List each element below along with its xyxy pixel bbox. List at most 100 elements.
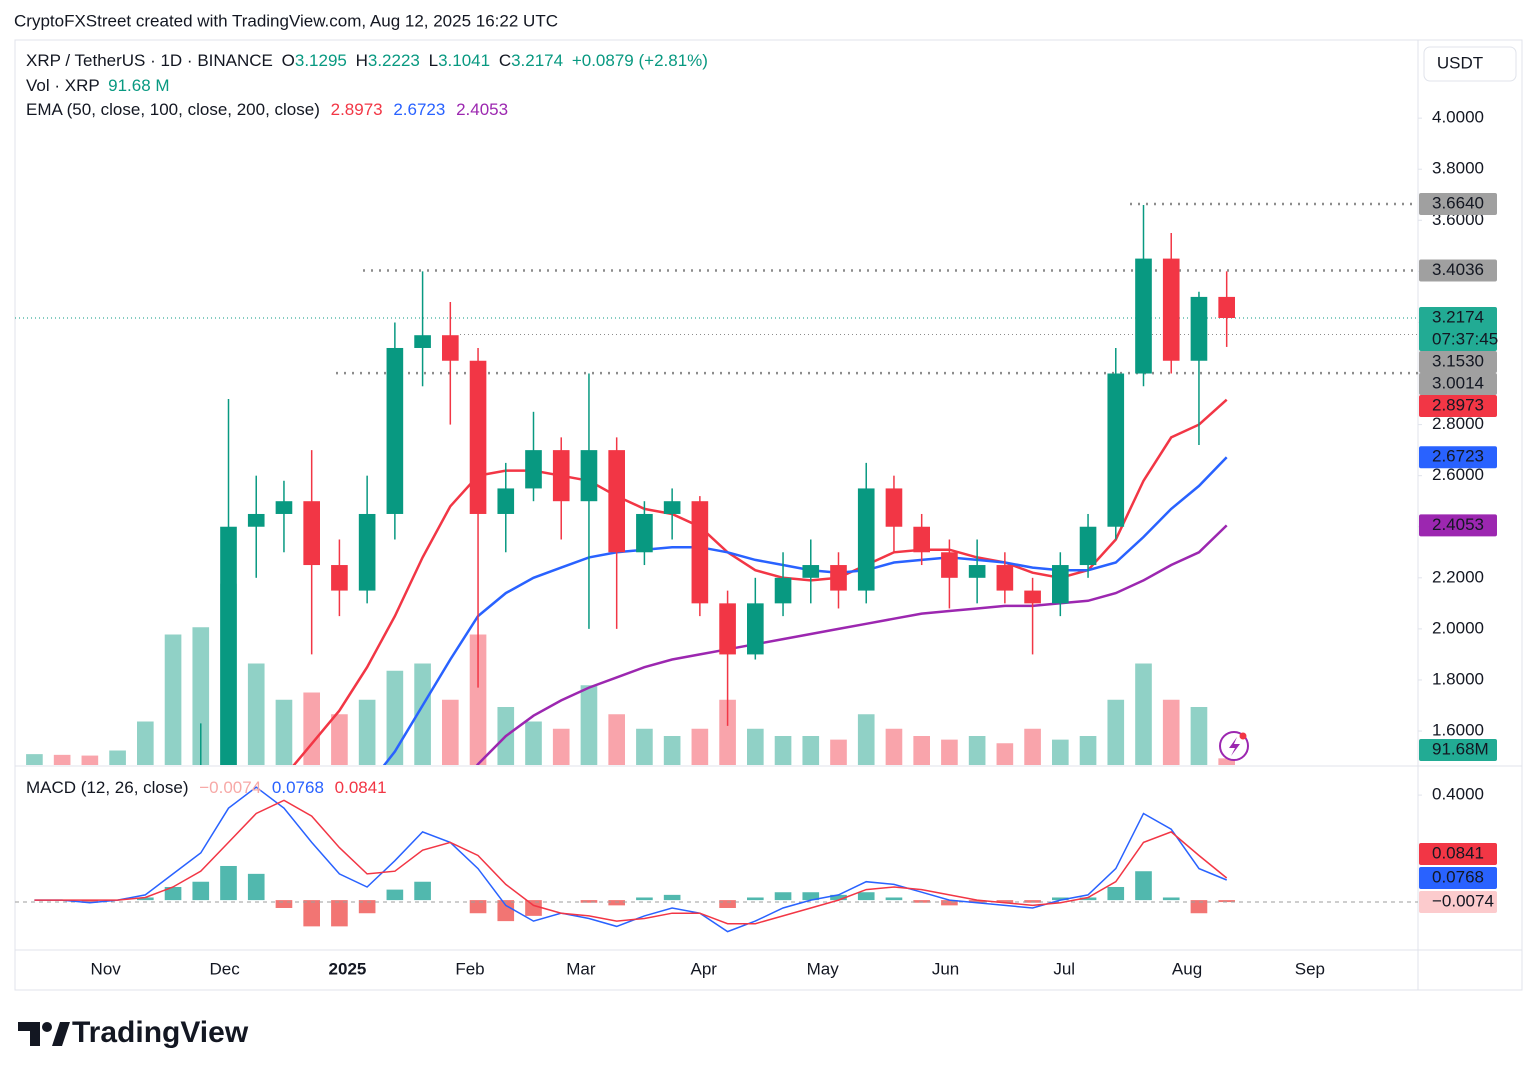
x-tick-label: Apr bbox=[691, 959, 718, 978]
histogram-bar bbox=[1162, 897, 1180, 901]
histogram-bar bbox=[192, 881, 210, 901]
symbol: XRP / TetherUS · 1D · BINANCE bbox=[26, 51, 273, 70]
histogram-bar bbox=[608, 900, 625, 906]
x-tick-label: May bbox=[807, 959, 840, 978]
histogram-bar bbox=[1107, 886, 1125, 901]
histogram-bar bbox=[857, 892, 875, 901]
ema-value: 2.6723 bbox=[393, 100, 445, 119]
x-tick-label: Mar bbox=[566, 959, 596, 978]
volume-bar bbox=[1135, 663, 1152, 765]
histogram-bar bbox=[497, 900, 515, 922]
candle-body bbox=[358, 513, 376, 591]
candle-body bbox=[386, 347, 404, 514]
currency: USDT bbox=[1437, 53, 1483, 72]
price-tag-label: 3.1530 bbox=[1432, 351, 1484, 370]
candle-body bbox=[497, 488, 515, 514]
volume-bar bbox=[830, 739, 847, 765]
histogram-bar bbox=[275, 900, 293, 908]
candle-body bbox=[165, 859, 182, 953]
candle-body bbox=[275, 501, 293, 514]
volume-bar bbox=[192, 627, 210, 765]
volume-bar bbox=[663, 736, 681, 765]
histogram-bar bbox=[636, 897, 653, 901]
histogram-bar bbox=[747, 897, 764, 901]
histogram-bar bbox=[580, 900, 598, 903]
volume-bar bbox=[442, 699, 459, 765]
candle-body bbox=[636, 513, 653, 553]
candle-body bbox=[663, 501, 681, 514]
candle-body bbox=[802, 565, 820, 578]
volume-bar bbox=[913, 736, 930, 765]
volume-bar bbox=[774, 736, 792, 765]
logo: TradingView bbox=[18, 1016, 249, 1049]
price-tag-label: 0.0768 bbox=[1432, 868, 1484, 887]
candle-body bbox=[885, 488, 903, 527]
price-tag bbox=[1419, 514, 1497, 537]
signal-value: 0.0841 bbox=[335, 778, 387, 797]
histogram-bar bbox=[358, 900, 376, 914]
ema-line bbox=[382, 456, 1228, 765]
volume-bar bbox=[303, 692, 320, 765]
macd-value: 0.0768 bbox=[272, 778, 324, 797]
ohlc-value: 3.1041 bbox=[438, 51, 490, 70]
ema-line bbox=[475, 524, 1228, 765]
volume-bar bbox=[552, 728, 570, 765]
volume-bar bbox=[1190, 707, 1208, 765]
ohlc-value: 3.1295 bbox=[295, 51, 347, 70]
price-tag-label: 3.6640 bbox=[1432, 193, 1484, 212]
candle-body bbox=[303, 501, 320, 566]
candle-body bbox=[1135, 258, 1152, 374]
volume-bar bbox=[747, 728, 764, 765]
candle-body bbox=[414, 335, 431, 348]
candle-body bbox=[913, 526, 930, 553]
histogram-bar bbox=[774, 892, 792, 901]
y-tick-label: 2.0000 bbox=[1432, 618, 1484, 637]
candle-body bbox=[1079, 526, 1097, 566]
macd-label: MACD (12, 26, close) bbox=[26, 778, 189, 797]
volume-bar bbox=[802, 736, 820, 765]
histogram-bar bbox=[996, 900, 1014, 903]
x-tick-label: Jun bbox=[932, 959, 959, 978]
histogram-bar bbox=[303, 900, 320, 927]
x-tick-label: Sep bbox=[1295, 959, 1325, 978]
volume-bar bbox=[358, 699, 376, 765]
ema-line bbox=[292, 398, 1228, 765]
price-tag bbox=[1419, 192, 1497, 215]
currency-button[interactable] bbox=[1423, 46, 1517, 82]
volume-bar bbox=[580, 685, 598, 765]
volume-bar bbox=[719, 699, 736, 765]
candle-body bbox=[719, 603, 736, 655]
histogram-bar bbox=[469, 900, 487, 914]
ohlc-value: 3.2223 bbox=[368, 51, 420, 70]
candle-body bbox=[552, 450, 570, 502]
price-tag bbox=[1419, 446, 1497, 469]
histogram-bar bbox=[1135, 871, 1152, 901]
candle-body bbox=[857, 488, 875, 591]
histogram-bar bbox=[414, 881, 431, 901]
histogram-bar bbox=[885, 897, 903, 901]
ohlc-key: H bbox=[356, 51, 368, 70]
price-pane bbox=[15, 202, 1418, 953]
price-tag bbox=[1419, 306, 1497, 351]
ohlc-key: C bbox=[499, 51, 511, 70]
price-tag bbox=[1419, 891, 1497, 914]
histogram-bar bbox=[968, 900, 986, 903]
volume-bar bbox=[996, 743, 1014, 765]
histogram-bar bbox=[525, 900, 542, 916]
histogram-bar bbox=[1190, 900, 1208, 914]
volume-bar bbox=[1162, 699, 1180, 765]
volume-bar bbox=[636, 728, 653, 765]
alert-dot bbox=[1239, 732, 1247, 740]
x-tick-label: Jul bbox=[1053, 959, 1075, 978]
ohlc-key: L bbox=[429, 51, 438, 70]
candle-body bbox=[608, 450, 625, 553]
volume-bar bbox=[137, 721, 154, 765]
candle-body bbox=[747, 603, 764, 655]
histogram-bar bbox=[247, 873, 265, 901]
volume-bar bbox=[81, 755, 99, 765]
volume-bar bbox=[386, 670, 404, 765]
y-tick-label: 2.6000 bbox=[1432, 465, 1484, 484]
volume-value: 91.68 M bbox=[108, 76, 169, 95]
price-tag bbox=[1419, 394, 1497, 417]
price-tag-label: 3.4036 bbox=[1432, 260, 1484, 279]
